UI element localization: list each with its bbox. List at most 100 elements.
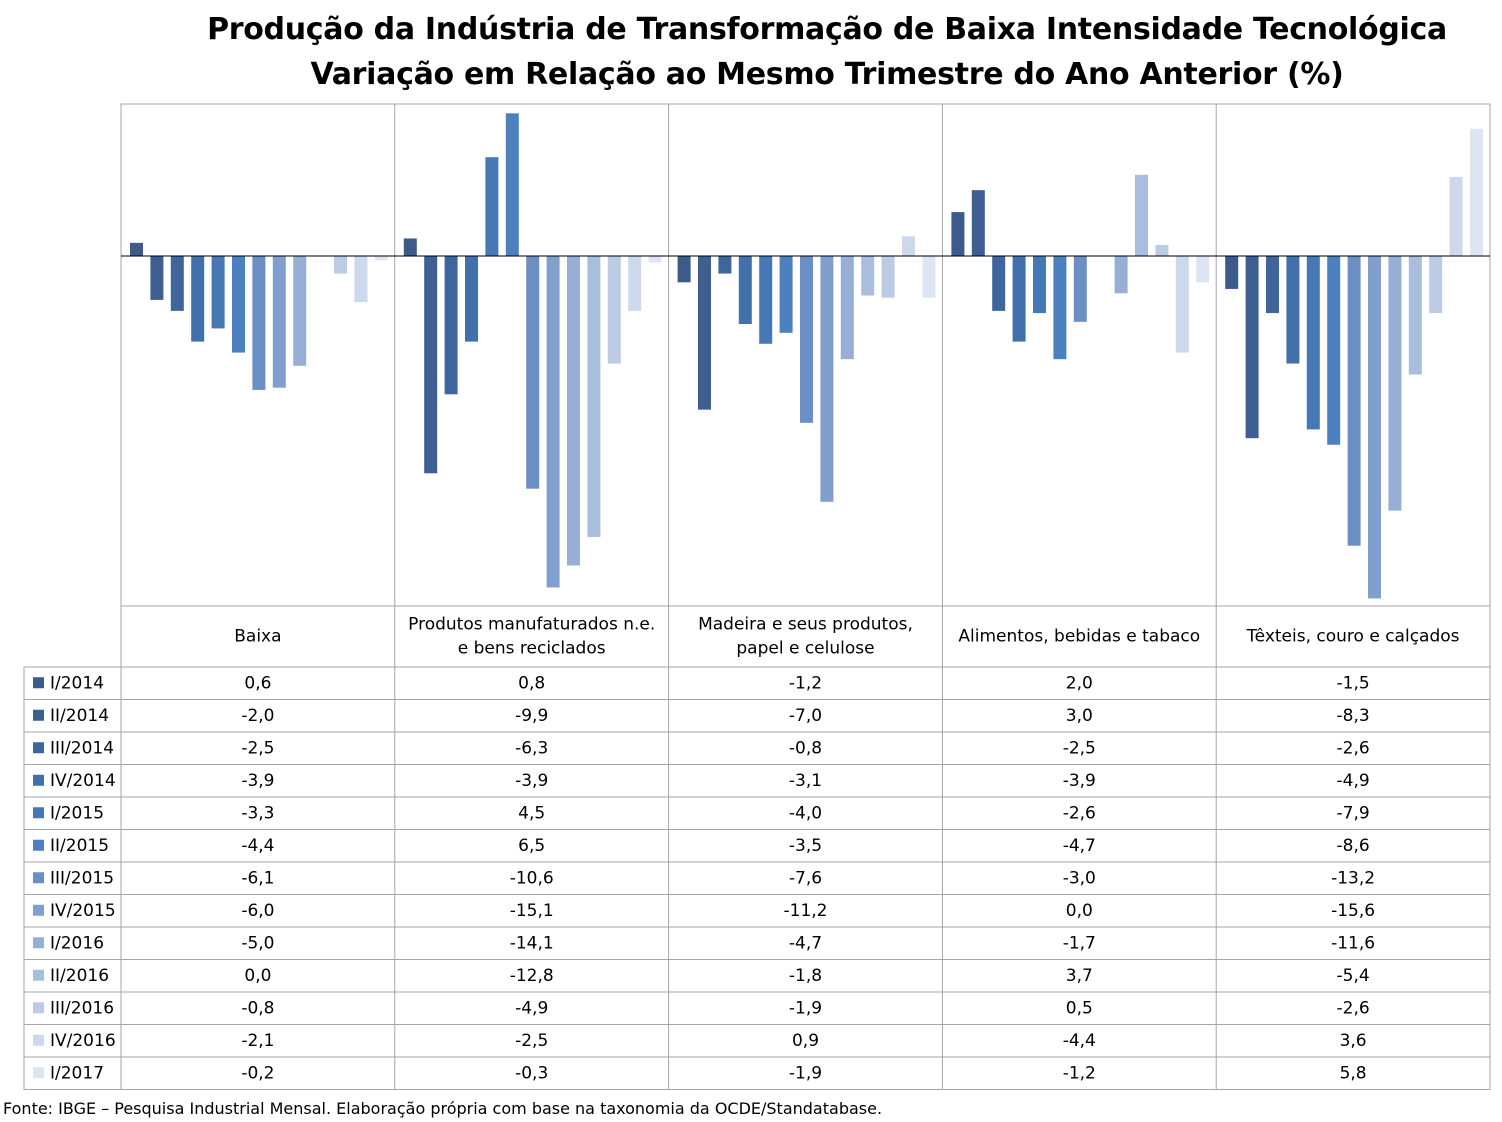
- data-label: -4,4: [1063, 1031, 1096, 1051]
- bar: [150, 256, 164, 300]
- legend-key: [33, 937, 44, 949]
- data-label: 4,5: [518, 803, 545, 823]
- data-label: 6,5: [518, 836, 545, 856]
- bar: [334, 256, 347, 274]
- bar: [1449, 176, 1463, 256]
- data-label: -15,1: [510, 901, 554, 921]
- bar: [1033, 256, 1046, 314]
- bar: [718, 256, 732, 274]
- data-label: -0,8: [789, 738, 822, 758]
- data-label: -1,9: [789, 998, 822, 1018]
- category-label: Têxteis, couro e calçados: [1246, 627, 1460, 647]
- data-label: -4,7: [1063, 836, 1096, 856]
- bar: [1347, 256, 1361, 546]
- data-label: 2,0: [1066, 673, 1093, 693]
- data-label: 0,0: [244, 966, 271, 986]
- data-label: -3,9: [241, 771, 274, 791]
- data-label: -2,6: [1337, 998, 1370, 1018]
- data-label: -4,0: [789, 803, 822, 823]
- data-label: 3,7: [1066, 966, 1093, 986]
- data-label: -0,2: [241, 1063, 274, 1083]
- data-label: 0,8: [518, 673, 545, 693]
- data-label: -3,3: [241, 803, 274, 823]
- legend-entry: III/2016: [50, 998, 114, 1018]
- category-label: papel e celulose: [736, 639, 874, 659]
- data-label: -1,2: [789, 673, 822, 693]
- bar: [628, 256, 642, 311]
- bar: [1073, 256, 1087, 322]
- legend-entry: I/2017: [50, 1063, 104, 1083]
- bar: [444, 256, 458, 395]
- data-label: -4,9: [515, 998, 548, 1018]
- bar: [252, 256, 266, 390]
- bar: [1388, 256, 1402, 511]
- data-label: -2,0: [241, 706, 274, 726]
- legend-key: [33, 1002, 44, 1014]
- category-label: Baixa: [234, 627, 281, 647]
- data-label: -7,0: [789, 706, 822, 726]
- bar: [1155, 245, 1169, 256]
- data-label: -11,2: [784, 901, 828, 921]
- legend-key: [33, 872, 44, 884]
- bar: [211, 256, 225, 329]
- legend-key: [33, 774, 44, 786]
- data-label: 5,8: [1340, 1063, 1367, 1083]
- chart-subtitle: Variação em Relação ao Mesmo Trimestre d…: [310, 57, 1344, 92]
- data-label: -6,0: [241, 901, 274, 921]
- data-label: -8,6: [1337, 836, 1370, 856]
- legend-key: [33, 839, 44, 851]
- legend-entry: II/2015: [50, 836, 109, 856]
- source-note: Fonte: IBGE – Pesquisa Industrial Mensal…: [3, 1099, 883, 1118]
- data-label: -12,8: [510, 966, 554, 986]
- data-label: -6,1: [241, 868, 274, 888]
- category-label: e bens reciclados: [458, 639, 606, 659]
- chart-title: Produção da Indústria de Transformação d…: [207, 12, 1447, 47]
- bar: [738, 256, 752, 325]
- legend-entry: III/2015: [50, 868, 114, 888]
- data-label: -8,3: [1337, 706, 1370, 726]
- legend-key: [33, 742, 44, 754]
- bar: [170, 256, 184, 311]
- bar: [1470, 128, 1483, 256]
- data-label: -1,2: [1063, 1063, 1096, 1083]
- legend-entry: II/2016: [50, 966, 109, 986]
- bar: [1114, 256, 1128, 294]
- data-label: 0,5: [1066, 998, 1093, 1018]
- bar: [1429, 256, 1443, 314]
- bar: [1175, 256, 1189, 353]
- bar: [546, 256, 560, 588]
- bar: [1368, 256, 1381, 599]
- legend-entry: I/2014: [50, 673, 104, 693]
- bar: [465, 256, 478, 342]
- bar: [1408, 256, 1422, 375]
- legend-entry: II/2014: [50, 706, 109, 726]
- bar: [232, 256, 245, 353]
- data-label: 0,6: [244, 673, 271, 693]
- legend-entry: III/2014: [50, 738, 114, 758]
- bar: [607, 256, 621, 364]
- data-label: -2,5: [1063, 738, 1096, 758]
- legend-key: [33, 969, 44, 981]
- bar: [526, 256, 540, 489]
- legend-entry: IV/2014: [50, 771, 116, 791]
- bar: [861, 256, 875, 296]
- data-label: -5,0: [241, 933, 274, 953]
- bar: [840, 256, 854, 360]
- bar: [800, 256, 813, 423]
- bar: [1053, 256, 1067, 360]
- data-label: -0,3: [515, 1063, 548, 1083]
- legend-key: [33, 904, 44, 916]
- bar: [902, 236, 915, 256]
- bar: [698, 256, 711, 410]
- data-table-frame: [23, 666, 1491, 1090]
- bar: [567, 256, 580, 566]
- data-label: 3,6: [1340, 1031, 1367, 1051]
- legend-entry: I/2015: [50, 803, 104, 823]
- data-label: -2,5: [241, 738, 274, 758]
- data-label: -15,6: [1331, 901, 1375, 921]
- legend-entry: IV/2016: [50, 1031, 116, 1051]
- data-label: -4,9: [1337, 771, 1370, 791]
- bar: [1135, 174, 1148, 256]
- bar: [130, 242, 143, 256]
- bar: [1286, 256, 1300, 364]
